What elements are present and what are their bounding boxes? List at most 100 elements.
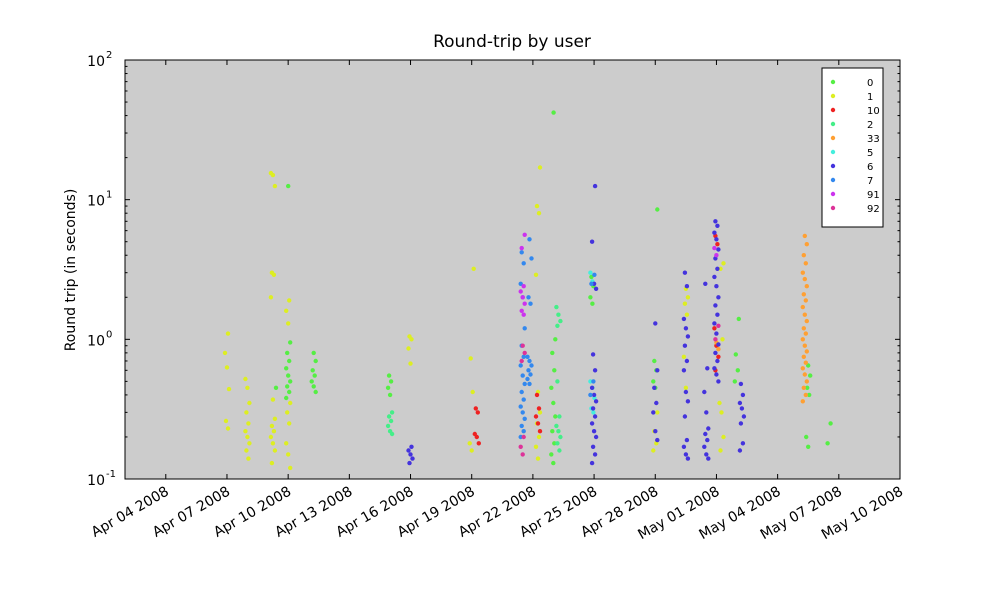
data-point: [555, 441, 560, 446]
data-point: [808, 373, 813, 378]
data-point: [802, 276, 807, 282]
y-tick-exponent: 2: [106, 50, 112, 61]
data-point: [802, 372, 807, 377]
data-point: [271, 429, 277, 434]
legend-marker: [830, 205, 836, 211]
data-point: [655, 368, 660, 373]
data-point: [244, 410, 249, 415]
data-point: [713, 303, 718, 308]
data-point: [721, 434, 726, 440]
data-point: [537, 410, 543, 415]
data-point: [716, 354, 721, 359]
data-point: [247, 400, 252, 406]
data-point: [733, 352, 738, 357]
data-point: [684, 312, 690, 317]
data-point: [286, 321, 291, 326]
data-point: [714, 331, 719, 336]
data-point: [386, 373, 392, 378]
data-point: [682, 343, 688, 348]
data-point: [385, 385, 391, 390]
data-point: [805, 385, 810, 390]
data-point: [528, 301, 533, 306]
data-point: [311, 384, 316, 389]
data-point: [557, 448, 562, 453]
data-point: [519, 358, 524, 364]
data-point: [270, 441, 276, 446]
data-point: [804, 379, 809, 384]
data-point: [244, 448, 249, 453]
data-point: [737, 448, 743, 453]
data-point: [800, 337, 805, 342]
data-point: [225, 331, 231, 336]
legend-label: 6: [867, 162, 873, 173]
data-point: [589, 281, 594, 286]
data-point: [272, 448, 278, 453]
data-point: [681, 354, 687, 359]
data-point: [288, 340, 293, 345]
data-point: [683, 389, 689, 395]
data-point: [800, 270, 805, 275]
data-point: [313, 358, 318, 364]
data-point: [589, 239, 595, 244]
data-point: [537, 429, 543, 434]
data-point: [714, 284, 719, 289]
data-point: [588, 270, 593, 275]
data-point: [653, 321, 658, 326]
data-point: [520, 343, 525, 348]
data-point: [591, 410, 596, 415]
data-point: [802, 312, 807, 317]
data-point: [520, 410, 525, 415]
data-point: [409, 337, 414, 342]
data-point: [741, 414, 747, 419]
data-point: [527, 381, 532, 387]
data-point: [593, 399, 599, 404]
data-point: [522, 326, 527, 331]
legend-marker: [830, 135, 836, 141]
data-point: [807, 392, 812, 398]
y-tick-exponent: 1: [106, 190, 112, 201]
data-point: [684, 437, 690, 443]
legend-marker: [830, 191, 836, 197]
data-point: [740, 392, 746, 398]
data-point: [284, 366, 289, 371]
data-point: [682, 270, 688, 275]
data-point: [589, 385, 595, 390]
data-point: [556, 429, 561, 434]
data-point: [313, 389, 318, 395]
data-point: [652, 358, 657, 364]
data-point: [285, 410, 290, 415]
data-point: [715, 358, 720, 364]
data-point: [681, 316, 687, 322]
data-point: [590, 444, 596, 449]
data-point: [226, 386, 232, 392]
data-point: [408, 361, 413, 366]
data-point: [551, 110, 556, 115]
data-point: [706, 456, 711, 461]
data-point: [654, 400, 659, 406]
data-point: [527, 358, 532, 364]
data-point: [703, 281, 708, 286]
y-tick-exponent: 0: [106, 329, 112, 340]
data-point: [592, 452, 598, 457]
data-point: [655, 410, 660, 415]
data-point: [525, 354, 530, 359]
data-point: [685, 295, 691, 300]
data-point: [536, 211, 542, 216]
data-point: [590, 301, 595, 306]
data-point: [712, 326, 717, 331]
data-point: [521, 284, 526, 289]
data-point: [284, 441, 289, 446]
data-point: [521, 354, 526, 359]
y-axis-label: Round trip (in seconds): [63, 189, 79, 352]
data-point: [521, 397, 526, 402]
data-point: [284, 308, 289, 313]
legend-label: 92: [867, 204, 880, 215]
data-point: [223, 418, 229, 424]
data-point: [712, 230, 717, 235]
data-point: [309, 379, 314, 384]
data-point: [272, 183, 278, 189]
data-point: [703, 431, 708, 437]
data-point: [557, 414, 562, 419]
data-point: [702, 444, 707, 449]
